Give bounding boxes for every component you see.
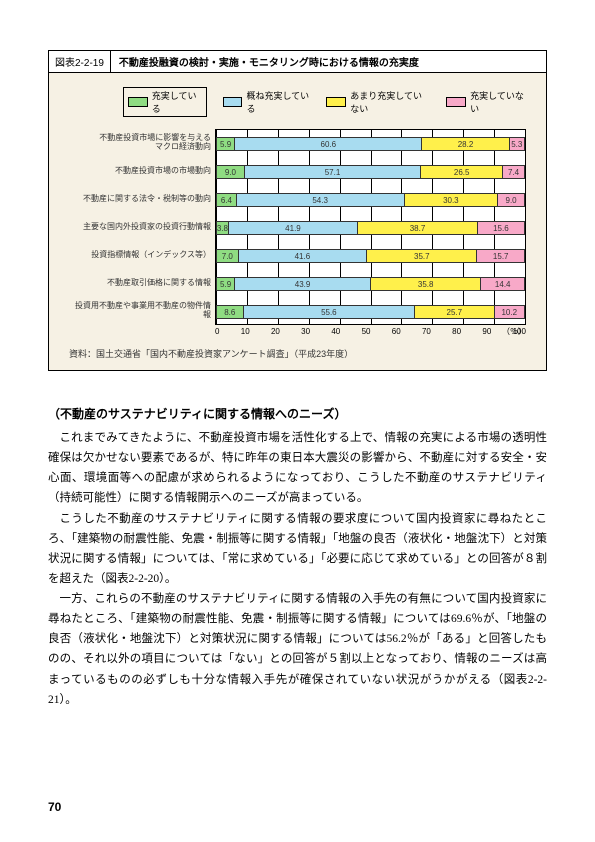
figure-number: 図表2-2-19 [49,51,111,72]
x-axis-tick-label: 70 [422,327,431,336]
legend-item: 概ね充実している [223,87,311,117]
bar-segment: 41.6 [238,249,367,263]
bar-segment: 43.9 [234,277,370,291]
x-axis-tick-label: 40 [331,327,340,336]
bar-row: 3.841.938.715.6 [216,221,525,235]
bar-segment: 15.6 [477,221,525,235]
bar-row: 7.041.635.715.7 [216,249,525,263]
figure-title: 不動産投融資の検討・実施・モニタリング時における情報の充実度 [111,51,427,72]
bar-segment: 54.3 [236,193,404,207]
bar-segment: 25.7 [414,305,493,319]
bar-segment: 3.8 [216,221,228,235]
x-axis-tick-label: 10 [241,327,250,336]
y-axis-label: 投資用不動産や事業用不動産の物件情報 [69,297,215,325]
bar-segment: 10.2 [494,305,525,319]
y-axis-label: 不動産に関する法令・税制等の動向 [69,185,215,213]
legend-label: 充実していない [470,89,526,115]
bar-segment: 5.9 [216,277,234,291]
legend-swatch [446,97,466,107]
x-axis-tick-label: 50 [362,327,371,336]
bar-segment: 7.0 [216,249,238,263]
figure-source: 資料：国土交通省「国内不動産投資家アンケート調査」（平成23年度） [69,347,526,360]
bar-segment: 9.0 [497,193,525,207]
gridline [525,130,526,324]
legend-label: あまり充実していない [350,89,430,115]
bar-segment: 30.3 [404,193,498,207]
x-axis-tick-label: 30 [301,327,310,336]
y-axis-label: 不動産取引価格に関する情報 [69,269,215,297]
bar-segment: 8.6 [216,305,243,319]
bar-row: 5.960.628.25.3 [216,137,525,151]
y-axis-labels: 不動産投資市場に影響を与えるマクロ経済動向不動産投資市場の市場動向不動産に関する… [69,129,215,337]
legend-item: 充実している [123,87,207,117]
bar-row: 9.057.126.57.4 [216,165,525,179]
y-axis-label: 投資指標情報（インデックス等） [69,241,215,269]
legend-label: 概ね充実している [246,89,310,115]
body-paragraph: こうした不動産のサステナビリティに関する情報の要求度について国内投資家に尋ねたと… [48,509,547,590]
figure-block: 図表2-2-19 不動産投融資の検討・実施・モニタリング時における情報の充実度 … [48,50,547,371]
x-axis-tick-label: 20 [271,327,280,336]
legend-swatch [223,97,243,107]
legend-item: あまり充実していない [326,87,430,117]
bar-row: 6.454.330.39.0 [216,193,525,207]
legend-swatch [128,97,148,107]
bar-segment: 5.9 [216,137,234,151]
legend-item: 充実していない [446,87,526,117]
y-axis-label: 主要な国内外投資家の投資行動情報 [69,213,215,241]
bar-segment: 15.7 [476,249,525,263]
bar-segment: 41.9 [228,221,357,235]
bar-segment: 26.5 [420,165,502,179]
bar-segment: 38.7 [357,221,477,235]
bar-segment: 7.4 [502,165,525,179]
y-axis-label: 不動産投資市場に影響を与えるマクロ経済動向 [69,129,215,157]
body-paragraph: 一方、これらの不動産のサステナビリティに関する情報の入手先の有無について国内投資… [48,589,547,710]
bar-segment: 5.3 [509,137,525,151]
bar-segment: 9.0 [216,165,244,179]
body-paragraph: これまでみてきたように、不動産投資市場を活性化する上で、情報の充実による市場の透… [48,428,547,509]
chart-legend: 充実している 概ね充実している あまり充実していない 充実していない [123,87,526,117]
x-axis-tick-label: 80 [452,327,461,336]
bar-segment: 35.7 [366,249,476,263]
section-heading: （不動産のサステナビリティに関する情報へのニーズ） [48,405,547,422]
plot-area: 5.960.628.25.39.057.126.57.46.454.330.39… [215,129,526,325]
bar-row: 5.943.935.814.4 [216,277,525,291]
x-axis-tick-label: 90 [482,327,491,336]
bar-chart: 不動産投資市場に影響を与えるマクロ経済動向不動産投資市場の市場動向不動産に関する… [69,129,526,337]
legend-swatch [326,97,346,107]
legend-label: 充実している [152,89,200,115]
bar-segment: 57.1 [244,165,420,179]
bar-segment: 28.2 [421,137,508,151]
bar-segment: 14.4 [480,277,524,291]
x-axis-tick-label: 0 [215,327,219,336]
y-axis-label: 不動産投資市場の市場動向 [69,157,215,185]
bar-segment: 55.6 [243,305,415,319]
x-axis-unit: （％） [215,326,526,337]
x-axis-tick-label: 60 [392,327,401,336]
bar-segment: 6.4 [216,193,236,207]
chart-area: 充実している 概ね充実している あまり充実していない 充実していない 不動産投資市場に… [49,73,546,370]
page-number: 70 [48,800,61,814]
bar-row: 8.655.625.710.2 [216,305,525,319]
bar-segment: 60.6 [234,137,421,151]
bar-segment: 35.8 [370,277,481,291]
figure-title-bar: 図表2-2-19 不動産投融資の検討・実施・モニタリング時における情報の充実度 [49,51,546,73]
